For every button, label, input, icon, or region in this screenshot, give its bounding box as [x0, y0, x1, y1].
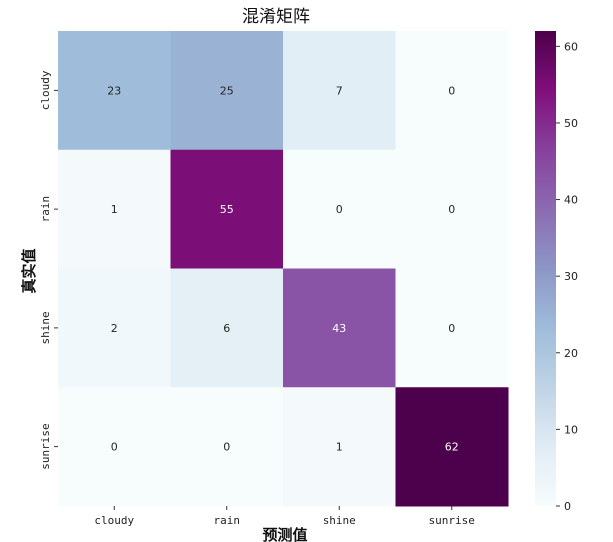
cell-value-label: 25 [220, 84, 234, 97]
cell-value-label: 6 [223, 322, 230, 335]
heatmap-cell-labels: 23 25 7 0 1 55 0 0 2 6 43 0 0 0 1 62 [107, 84, 459, 453]
heatmap-cell [283, 387, 396, 507]
y-tick-label: rain [39, 196, 52, 223]
colorbar-ticks: 0 10 20 30 40 50 60 [556, 40, 578, 513]
cell-value-label: 0 [111, 441, 118, 454]
colorbar-tick-label: 60 [564, 40, 578, 53]
heatmap-cell [395, 268, 509, 388]
x-tick-label: sunrise [429, 514, 475, 527]
y-axis-ticks: cloudy rain shine sunrise [39, 70, 58, 470]
colorbar-tick-label: 10 [564, 423, 578, 436]
heatmap-cell [283, 268, 396, 388]
cell-value-label: 43 [332, 322, 346, 335]
cell-value-label: 0 [448, 322, 455, 335]
colorbar-tick-label: 40 [564, 194, 578, 207]
x-tick-label: shine [323, 514, 356, 527]
colorbar-tick-label: 50 [564, 117, 578, 130]
heatmap-cell [58, 387, 171, 507]
x-axis-ticks: cloudy rain shine sunrise [94, 506, 475, 527]
cell-value-label: 0 [336, 203, 343, 216]
cell-value-label: 0 [223, 441, 230, 454]
x-tick-label: rain [214, 514, 241, 527]
heatmap-cell [283, 31, 396, 151]
y-tick-label: cloudy [39, 70, 52, 110]
colorbar [535, 31, 556, 506]
heatmap-cell [170, 387, 284, 507]
y-tick-label: shine [39, 311, 52, 344]
cell-value-label: 1 [336, 441, 343, 454]
y-axis-title: 真实值 [20, 248, 38, 293]
heatmap-cell [170, 268, 284, 388]
heatmap-cell [170, 31, 284, 151]
heatmap-cell [58, 31, 171, 151]
cell-value-label: 1 [111, 203, 118, 216]
colorbar-tick-label: 0 [564, 500, 571, 513]
cell-value-label: 55 [220, 203, 234, 216]
cell-value-label: 0 [448, 84, 455, 97]
chart-title: 混淆矩阵 [242, 7, 310, 27]
heatmap-cell [395, 387, 509, 507]
colorbar-tick-label: 30 [564, 270, 578, 283]
cell-value-label: 23 [107, 84, 121, 97]
cell-value-label: 62 [445, 441, 459, 454]
heatmap-cell [170, 149, 284, 269]
heatmap-cell [395, 149, 509, 269]
heatmap-cell [58, 149, 171, 269]
heatmap-cell [395, 31, 509, 151]
cell-value-label: 7 [336, 84, 343, 97]
heatmap-cell [58, 268, 171, 388]
heatmap-cells [58, 31, 509, 507]
heatmap-cell [283, 149, 396, 269]
x-tick-label: cloudy [94, 514, 134, 527]
y-tick-label: sunrise [39, 423, 52, 469]
x-axis-title: 预测值 [262, 526, 307, 542]
cell-value-label: 0 [448, 203, 455, 216]
colorbar-tick-label: 20 [564, 347, 578, 360]
cell-value-label: 2 [111, 322, 118, 335]
